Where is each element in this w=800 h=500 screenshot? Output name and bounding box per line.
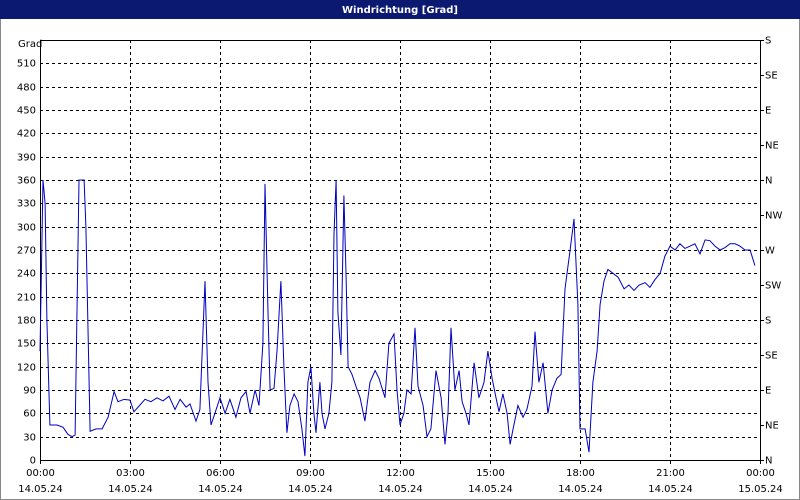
- y-tick-label: 300: [17, 223, 36, 234]
- title-bar: [0, 0, 800, 19]
- y-tick-label: 180: [17, 316, 36, 327]
- y-tick-label: 30: [23, 433, 36, 444]
- x-tick-date: 14.05.24: [558, 484, 603, 495]
- y-axis-label: Grad: [18, 39, 42, 50]
- x-tick-date: 14.05.24: [198, 484, 243, 495]
- y-tick-label: 450: [17, 106, 36, 117]
- x-tick-date: 14.05.24: [108, 484, 153, 495]
- plot-frame: [40, 40, 761, 461]
- x-tick-date: 15.05.24: [738, 484, 783, 495]
- y-tick-label: 60: [23, 409, 36, 420]
- y2-tick-label: E: [765, 106, 771, 117]
- x-tick-date: 14.05.24: [18, 484, 63, 495]
- y2-tick-label: N: [765, 176, 772, 187]
- y2-tick-label: SE: [765, 71, 778, 82]
- x-tick-label: 18:00: [566, 468, 595, 479]
- y-tick-label: 420: [17, 129, 36, 140]
- x-tick-date: 14.05.24: [468, 484, 513, 495]
- y2-tick-label: S: [765, 316, 771, 327]
- y2-tick-label: E: [765, 386, 771, 397]
- y2-tick-label: NE: [765, 421, 779, 432]
- x-tick-label: 21:00: [656, 468, 685, 479]
- x-tick-label: 09:00: [296, 468, 325, 479]
- y-tick-label: 0: [30, 456, 36, 467]
- x-tick-label: 00:00: [746, 468, 775, 479]
- y-tick-label: 240: [17, 269, 36, 280]
- y-tick-label: 480: [17, 83, 36, 94]
- y-tick-label: 510: [17, 59, 36, 70]
- x-tick-date: 14.05.24: [378, 484, 423, 495]
- y-tick-label: 120: [17, 363, 36, 374]
- x-tick-date: 14.05.24: [648, 484, 693, 495]
- y-tick-label: 210: [17, 293, 36, 304]
- y2-tick-label: NW: [765, 211, 782, 222]
- y-tick-label: 330: [17, 199, 36, 210]
- x-tick-label: 12:00: [386, 468, 415, 479]
- y2-tick-label: SW: [765, 281, 781, 292]
- y-tick-label: 360: [17, 176, 36, 187]
- y-tick-label: 390: [17, 153, 36, 164]
- y2-tick-label: W: [765, 246, 775, 257]
- data-line: [39, 179, 756, 457]
- y2-tick-label: S: [765, 36, 771, 47]
- y2-tick-label: NE: [765, 141, 779, 152]
- y2-tick-label: N: [765, 456, 772, 467]
- x-tick-label: 03:00: [116, 468, 145, 479]
- y-tick-label: 90: [23, 386, 36, 397]
- y-tick-label: 150: [17, 339, 36, 350]
- y-tick-label: 270: [17, 246, 36, 257]
- x-tick-date: 14.05.24: [288, 484, 333, 495]
- x-tick-label: 00:00: [26, 468, 55, 479]
- x-tick-label: 06:00: [206, 468, 235, 479]
- y2-tick-label: SE: [765, 351, 778, 362]
- x-tick-label: 15:00: [476, 468, 505, 479]
- chart-title: Windrichtung [Grad]: [342, 5, 458, 16]
